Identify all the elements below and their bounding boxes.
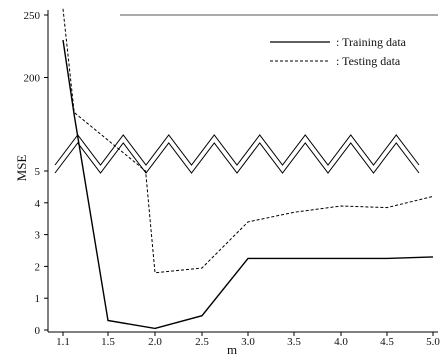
training-data-line <box>62 39 434 330</box>
axis-break-zigzag <box>54 142 420 174</box>
y-tick-label: 5 <box>35 166 41 178</box>
y-tick-label: 0 <box>35 325 41 337</box>
series-group <box>62 8 434 330</box>
x-tick-label: 1.5 <box>101 336 115 348</box>
x-ticks: 1.1 1.5 2.0 2.5 3.0 3.5 4.0 4.5 5.0 <box>56 332 440 348</box>
legend-label-testing: : Testing data <box>336 54 401 68</box>
x-tick-label: 4.0 <box>334 336 348 348</box>
y-tick-label: 2 <box>35 261 41 273</box>
x-tick-label: 4.5 <box>380 336 394 348</box>
axis-break-gap <box>49 135 438 183</box>
x-tick-label: 2.0 <box>148 336 162 348</box>
y-axis-label: MSE <box>14 155 29 182</box>
x-tick-label: 5.0 <box>426 336 440 348</box>
x-tick-label: 2.5 <box>195 336 209 348</box>
x-tick-label: 3.5 <box>287 336 301 348</box>
legend-label-training: : Training data <box>336 35 407 49</box>
y-tick-label: 250 <box>24 10 41 22</box>
axis-break-band <box>49 134 438 183</box>
x-tick-label: 3.0 <box>241 336 255 348</box>
x-axis-label: m <box>227 342 237 357</box>
axis-break-zigzag <box>54 134 420 166</box>
testing-data-line <box>62 8 434 274</box>
y-tick-label: 200 <box>24 73 41 85</box>
y-ticks: 0 1 2 3 4 5 200 250 <box>24 10 48 337</box>
y-tick-label: 4 <box>35 198 41 210</box>
y-tick-label: 3 <box>35 230 41 242</box>
legend: : Training data : Testing data <box>270 35 407 68</box>
x-tick-label: 1.1 <box>56 336 70 348</box>
y-tick-label: 1 <box>35 293 41 305</box>
